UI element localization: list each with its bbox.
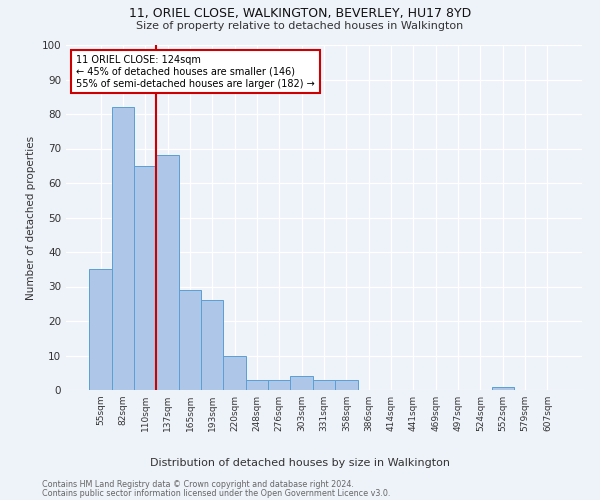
Bar <box>223 356 246 390</box>
Bar <box>491 386 514 390</box>
Bar <box>201 300 223 390</box>
Text: Contains HM Land Registry data © Crown copyright and database right 2024.: Contains HM Land Registry data © Crown c… <box>42 480 354 489</box>
Bar <box>268 380 290 390</box>
Bar <box>335 380 358 390</box>
Text: Size of property relative to detached houses in Walkington: Size of property relative to detached ho… <box>136 21 464 31</box>
Bar <box>246 380 268 390</box>
Bar <box>89 269 112 390</box>
Y-axis label: Number of detached properties: Number of detached properties <box>26 136 36 300</box>
Text: 11 ORIEL CLOSE: 124sqm
← 45% of detached houses are smaller (146)
55% of semi-de: 11 ORIEL CLOSE: 124sqm ← 45% of detached… <box>76 56 315 88</box>
Bar <box>313 380 335 390</box>
Text: Distribution of detached houses by size in Walkington: Distribution of detached houses by size … <box>150 458 450 468</box>
Text: 11, ORIEL CLOSE, WALKINGTON, BEVERLEY, HU17 8YD: 11, ORIEL CLOSE, WALKINGTON, BEVERLEY, H… <box>129 8 471 20</box>
Text: Contains public sector information licensed under the Open Government Licence v3: Contains public sector information licen… <box>42 489 391 498</box>
Bar <box>134 166 157 390</box>
Bar <box>112 107 134 390</box>
Bar <box>179 290 201 390</box>
Bar <box>157 156 179 390</box>
Bar <box>290 376 313 390</box>
